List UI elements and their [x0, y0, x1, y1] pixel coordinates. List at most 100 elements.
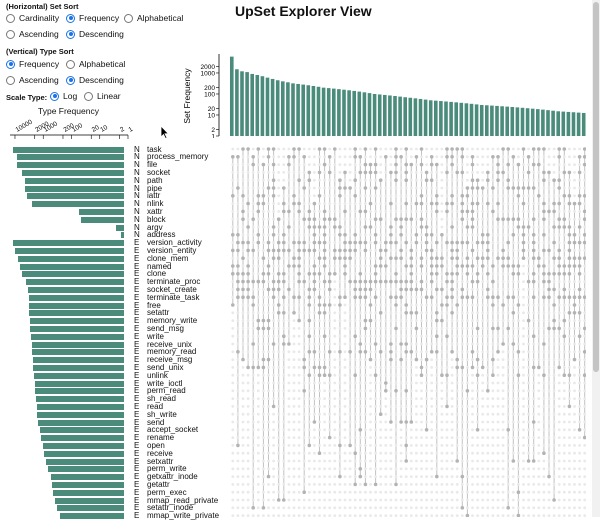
- matrix-dot: [460, 342, 464, 346]
- row-name-label[interactable]: xattr: [147, 206, 163, 216]
- matrix-dot: [415, 295, 418, 299]
- row-name-label[interactable]: getxattr_inode: [147, 472, 198, 482]
- matrix-dot: [282, 373, 286, 377]
- radio-checked-icon[interactable]: [66, 29, 75, 39]
- row-name-label[interactable]: write: [147, 331, 164, 341]
- row-name-label[interactable]: mmap_read_private: [147, 495, 219, 505]
- hsort-alphabetical-radio[interactable]: Alphabetical: [124, 11, 183, 25]
- radio-icon[interactable]: [66, 59, 75, 69]
- row-name-label[interactable]: send_unix: [147, 362, 184, 372]
- scale-log-radio[interactable]: Log: [50, 89, 77, 103]
- hsort-cardinality-radio[interactable]: Cardinality: [6, 11, 59, 25]
- radio-icon[interactable]: [84, 91, 93, 101]
- matrix-dot: [287, 412, 291, 416]
- row-name-label[interactable]: receive_unix: [147, 339, 192, 349]
- row-name-label[interactable]: sh_read: [147, 394, 176, 404]
- row-name-label[interactable]: receive: [147, 448, 173, 458]
- matrix-dot: [236, 295, 240, 299]
- row-name-label[interactable]: address: [147, 230, 176, 240]
- row-name-label[interactable]: accept_socket: [147, 425, 199, 435]
- vsort-alphabetical-radio[interactable]: Alphabetical: [66, 57, 125, 71]
- matrix-dot: [475, 357, 480, 362]
- row-name-label[interactable]: file: [147, 160, 158, 170]
- row-name-label[interactable]: perm_exec: [147, 487, 187, 497]
- matrix-dot: [537, 233, 541, 237]
- row-name-label[interactable]: unlink: [147, 370, 168, 380]
- row-name-label[interactable]: socket_create: [147, 284, 197, 294]
- matrix-dot: [328, 405, 332, 408]
- radio-icon[interactable]: [6, 13, 15, 23]
- row-name-label[interactable]: process_memory: [147, 152, 209, 162]
- row-name-label[interactable]: getattr: [147, 479, 170, 489]
- hsort-descending-radio[interactable]: Descending: [66, 27, 124, 41]
- row-name-label[interactable]: memory_read: [147, 347, 197, 357]
- row-name-label[interactable]: iattr: [147, 191, 161, 201]
- matrix-dot: [374, 210, 377, 213]
- matrix-dot: [338, 389, 342, 393]
- row-name-label[interactable]: setattr: [147, 308, 170, 318]
- radio-icon[interactable]: [124, 13, 133, 23]
- matrix-dot: [547, 225, 551, 229]
- matrix-dot: [496, 186, 500, 190]
- matrix-dot: [343, 444, 347, 447]
- matrix-dot: [292, 256, 296, 260]
- radio-checked-icon[interactable]: [50, 91, 59, 101]
- row-name-label[interactable]: argv: [147, 222, 163, 232]
- matrix-dot: [425, 381, 428, 385]
- row-name-label[interactable]: socket: [147, 167, 171, 177]
- row-name-label[interactable]: version_activity: [147, 238, 202, 248]
- matrix-dot: [364, 389, 367, 393]
- radio-icon[interactable]: [6, 29, 15, 39]
- row-name-label[interactable]: version_entity: [147, 245, 197, 255]
- vsort-ascending-radio[interactable]: Ascending: [6, 73, 59, 87]
- row-name-label[interactable]: setattr_inode: [147, 503, 194, 513]
- radio-icon[interactable]: [6, 75, 15, 85]
- row-name-label[interactable]: read: [147, 401, 164, 411]
- matrix-dot: [333, 256, 337, 260]
- vsort-descending-radio[interactable]: Descending: [66, 73, 124, 87]
- radio-checked-icon[interactable]: [66, 13, 75, 23]
- row-name-label[interactable]: pipe: [147, 183, 163, 193]
- row-name-label[interactable]: setxattr: [147, 456, 174, 466]
- row-name-label[interactable]: clone_mem: [147, 253, 189, 263]
- matrix-dot: [577, 194, 582, 198]
- matrix-dot: [496, 162, 500, 167]
- row-name-label[interactable]: write_ioctl: [147, 378, 183, 388]
- scrollbar[interactable]: [592, 0, 600, 517]
- scrollbar-thumb[interactable]: [593, 2, 599, 372]
- row-name-label[interactable]: free: [147, 300, 161, 310]
- row-name-label[interactable]: open: [147, 440, 165, 450]
- matrix-dot: [236, 225, 240, 229]
- row-name-label[interactable]: terminate_task: [147, 292, 200, 302]
- row-name-label[interactable]: rename: [147, 433, 175, 443]
- row-name-label[interactable]: memory_write: [147, 316, 198, 326]
- matrix-dot: [389, 357, 393, 362]
- row-name-label[interactable]: sh_write: [147, 409, 177, 419]
- matrix-dot: [322, 209, 327, 214]
- matrix-dot: [282, 288, 286, 291]
- row-name-label[interactable]: named: [147, 261, 172, 271]
- row-name-label[interactable]: clone: [147, 269, 167, 279]
- row-name-label[interactable]: terminate_proc: [147, 277, 201, 287]
- vsort-frequency-radio[interactable]: Frequency: [6, 57, 59, 71]
- matrix-dot: [537, 444, 541, 447]
- radio-checked-icon[interactable]: [66, 75, 75, 85]
- row-name-label[interactable]: path: [147, 175, 163, 185]
- hsort-frequency-radio[interactable]: Frequency: [66, 11, 119, 25]
- row-name-label[interactable]: send_msg: [147, 323, 184, 333]
- matrix-dot: [241, 334, 245, 338]
- row-name-label[interactable]: mmap_write_private: [147, 511, 220, 520]
- matrix-dot: [532, 350, 536, 354]
- row-name-label[interactable]: nlink: [147, 199, 164, 209]
- row-name-label[interactable]: task: [147, 144, 162, 154]
- hsort-ascending-radio[interactable]: Ascending: [6, 27, 59, 41]
- row-name-label[interactable]: block: [147, 214, 166, 224]
- row-name-label[interactable]: receive_msg: [147, 355, 193, 365]
- type-frequency-bar: [27, 193, 124, 200]
- row-name-label[interactable]: perm_read: [147, 386, 186, 396]
- radio-checked-icon[interactable]: [6, 59, 15, 69]
- row-name-label[interactable]: perm_write: [147, 464, 187, 474]
- scale-linear-radio[interactable]: Linear: [84, 89, 121, 103]
- row-name-label[interactable]: send: [147, 417, 165, 427]
- set-frequency-bar: [581, 112, 586, 136]
